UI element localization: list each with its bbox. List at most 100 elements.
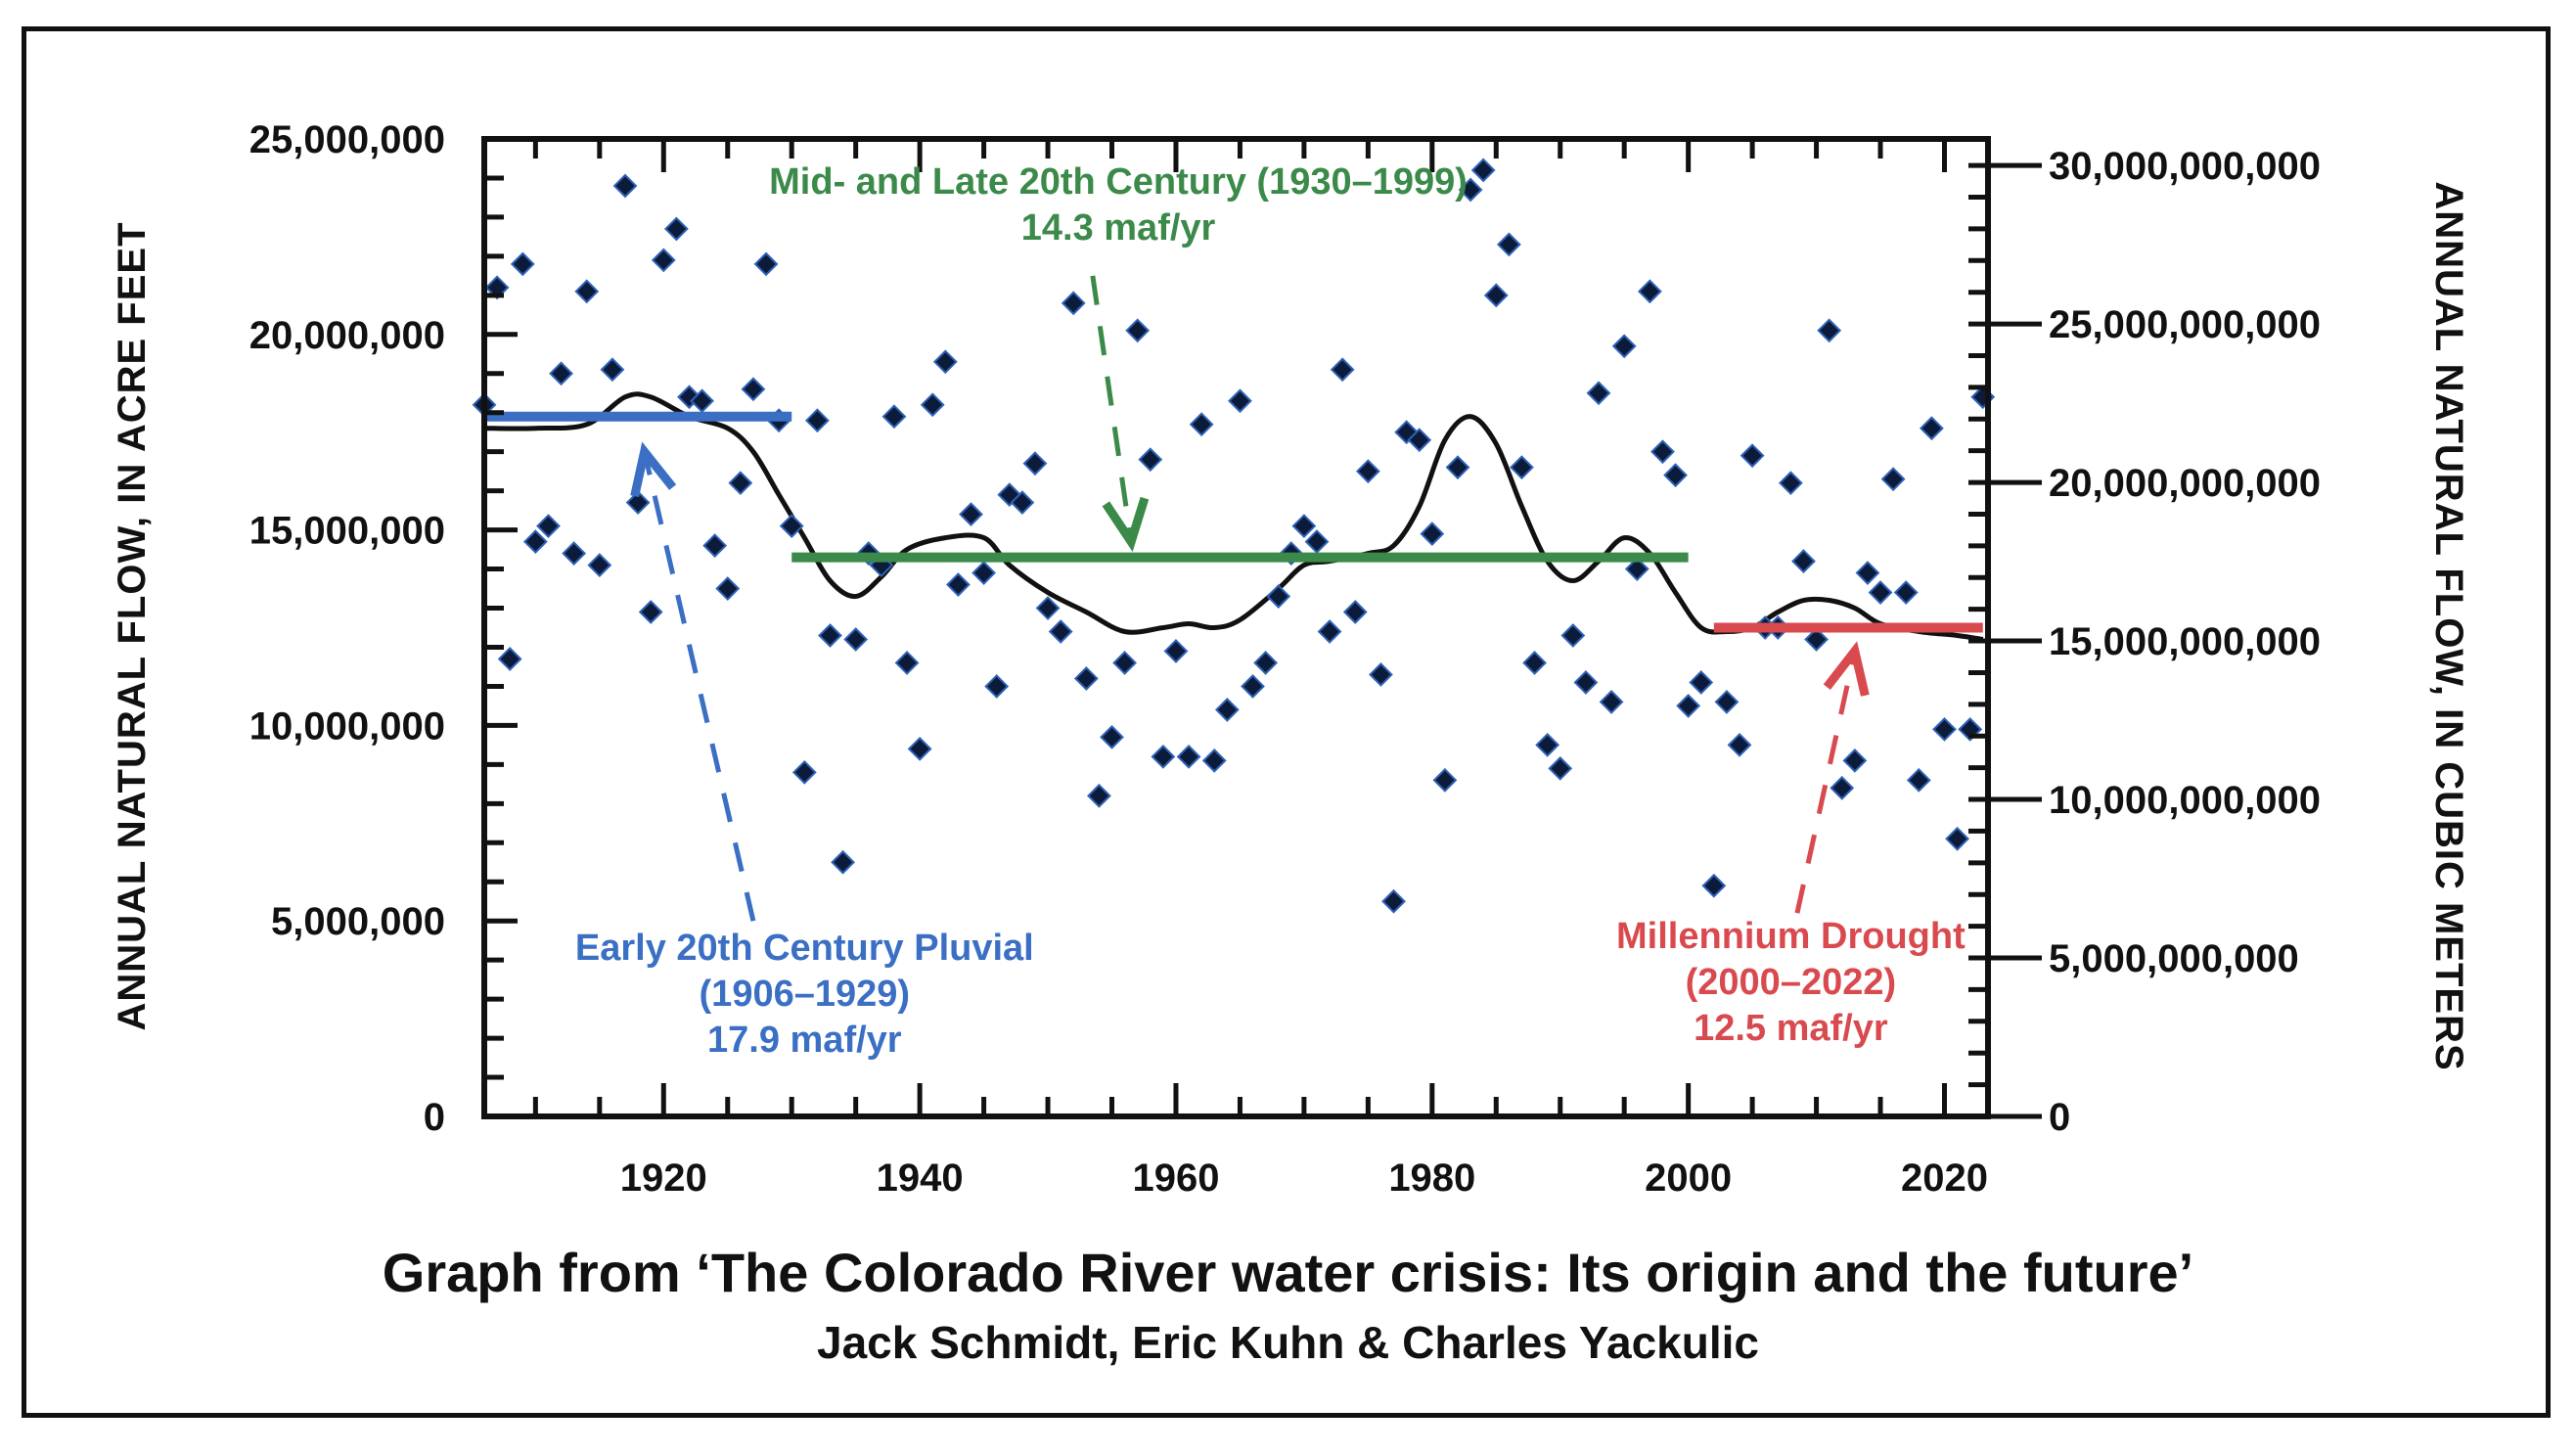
data-point — [972, 561, 997, 585]
data-point — [1189, 412, 1214, 437]
arrow-shaft-pluvial — [642, 451, 756, 922]
data-point — [945, 572, 971, 597]
x-tick-label: 1940 — [877, 1157, 964, 1200]
annotation-drought-line-2: 12.5 maf/yr — [1694, 1008, 1888, 1049]
y-right-tick-label: 0 — [2049, 1096, 2070, 1139]
data-point — [1701, 873, 1727, 898]
data-point — [1637, 279, 1662, 304]
data-point — [1304, 529, 1330, 555]
data-point — [1125, 318, 1151, 343]
data-point — [1369, 662, 1393, 687]
data-point — [959, 502, 983, 527]
data-point — [1061, 291, 1086, 316]
data-point — [1842, 748, 1868, 773]
data-point — [1548, 755, 1573, 781]
data-point — [1560, 623, 1586, 648]
data-point — [1112, 651, 1138, 675]
data-point — [1151, 744, 1176, 769]
caption-authors: Jack Schmidt, Eric Kuhn & Charles Yackul… — [817, 1317, 1759, 1368]
data-point — [932, 349, 958, 375]
y-tick-label: 10,000,000 — [249, 704, 445, 748]
data-point — [881, 404, 907, 430]
annotation-pluvial-line-1: (1906–1929) — [700, 974, 911, 1015]
data-point — [1342, 600, 1368, 624]
data-point — [1266, 584, 1291, 609]
data-point — [587, 553, 612, 577]
data-point — [1496, 232, 1521, 257]
data-point — [574, 279, 600, 304]
data-point — [1035, 596, 1061, 620]
y-tick-label: 0 — [424, 1096, 445, 1139]
data-point — [1420, 522, 1445, 547]
data-point — [1228, 388, 1252, 414]
data-point — [1330, 357, 1355, 383]
smoothed-flow-line — [483, 391, 1984, 642]
arrow-shaft-mid_century — [1090, 275, 1134, 542]
data-point — [907, 736, 932, 761]
x-tick-label: 2000 — [1645, 1157, 1732, 1200]
data-point — [536, 514, 561, 539]
data-point — [1470, 158, 1496, 183]
data-point — [1100, 724, 1124, 749]
plot-area-border — [481, 136, 1991, 1119]
data-point — [1893, 580, 1919, 605]
data-point — [1791, 549, 1816, 573]
data-point — [1522, 651, 1547, 675]
data-point — [1868, 580, 1893, 605]
y-tick-label: 15,000,000 — [249, 510, 445, 553]
data-point — [1663, 463, 1688, 488]
data-point — [804, 408, 830, 433]
annotation-mid_century-line-1: 14.3 maf/yr — [1021, 207, 1216, 249]
data-point — [522, 529, 548, 555]
y-axis-title-right: ANNUAL NATURAL FLOW, IN CUBIC METERS — [2427, 181, 2470, 1070]
annotation-mid_century-line-0: Mid- and Late 20th Century (1930–1999) — [769, 161, 1468, 203]
data-point — [1483, 283, 1509, 308]
y-right-tick-label: 15,000,000,000 — [2049, 620, 2321, 663]
data-point — [1830, 775, 1855, 800]
data-point — [1740, 443, 1765, 469]
annotation-drought-line-0: Millennium Drought — [1616, 916, 1966, 957]
arrow-head-mid_century — [1102, 496, 1150, 552]
data-point — [1048, 619, 1073, 644]
y-tick-label: 25,000,000 — [249, 118, 445, 161]
data-point — [612, 173, 638, 199]
x-tick-label: 1960 — [1132, 1157, 1219, 1200]
data-point — [1727, 732, 1752, 757]
data-point — [663, 216, 689, 242]
data-point — [1087, 783, 1111, 808]
data-point — [843, 627, 869, 652]
caption-title: Graph from ‘The Colorado River water cri… — [382, 1242, 2194, 1303]
data-point — [831, 849, 855, 875]
y-axis-title-left: ANNUAL NATURAL FLOW, IN ACRE FEET — [111, 221, 154, 1030]
data-point — [1445, 455, 1470, 480]
data-point — [1381, 888, 1406, 914]
data-point — [1676, 694, 1701, 718]
data-point — [1932, 716, 1957, 742]
data-point — [1945, 826, 1969, 851]
data-point — [894, 651, 920, 675]
data-point — [1407, 428, 1432, 453]
annotation-pluvial-line-0: Early 20th Century Pluvial — [575, 928, 1034, 969]
data-point — [741, 377, 766, 402]
data-point — [1432, 767, 1458, 793]
y-right-tick-label: 5,000,000,000 — [2049, 937, 2299, 980]
data-point — [1291, 514, 1317, 539]
y-tick-label: 5,000,000 — [271, 900, 445, 943]
data-point — [600, 357, 625, 383]
y-right-tick-label: 10,000,000,000 — [2049, 779, 2321, 822]
annotation-drought-line-1: (2000–2022) — [1686, 962, 1897, 1003]
annotation-pluvial-line-2: 17.9 maf/yr — [707, 1020, 902, 1061]
data-point — [1535, 732, 1560, 757]
data-point — [549, 361, 573, 386]
data-point — [625, 490, 651, 516]
data-point — [1355, 459, 1380, 484]
data-point — [1689, 670, 1714, 695]
x-tick-label: 1980 — [1388, 1157, 1475, 1200]
data-point — [1138, 447, 1163, 473]
data-point — [1214, 698, 1240, 722]
data-point — [791, 759, 817, 785]
data-point — [1804, 627, 1829, 652]
data-point — [1573, 670, 1599, 695]
data-point — [779, 514, 804, 539]
data-point — [984, 674, 1010, 699]
